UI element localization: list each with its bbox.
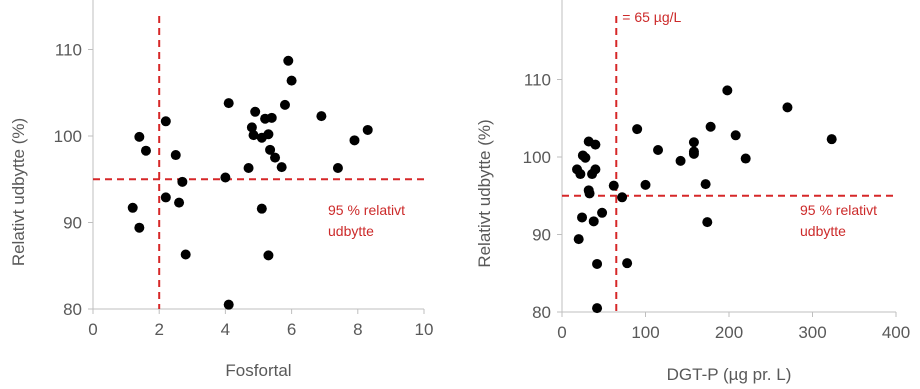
data-point [575, 169, 586, 180]
data-point [250, 106, 261, 117]
x-tick-label: 6 [287, 320, 296, 339]
data-point [243, 163, 254, 174]
data-point [700, 179, 711, 190]
data-point [584, 188, 595, 199]
data-point [826, 134, 837, 145]
y-axis-title: Relativt udbytte (%) [9, 118, 28, 266]
data-point [223, 299, 234, 310]
data-point [590, 139, 601, 150]
data-point [577, 212, 588, 223]
x-tick-label: 200 [715, 323, 743, 342]
data-point [170, 150, 181, 161]
data-point [653, 145, 664, 156]
data-point [705, 121, 716, 132]
data-point [332, 163, 343, 174]
threshold-horizontal-label: 95 % relativt [328, 202, 405, 218]
y-tick-label: 80 [532, 303, 551, 322]
threshold-horizontal-label: 95 % relativt [800, 202, 877, 218]
data-point [590, 164, 601, 175]
data-point [127, 202, 138, 213]
data-point [174, 197, 185, 208]
x-tick-label: 10 [415, 320, 434, 339]
data-point [160, 192, 171, 203]
data-point [597, 207, 608, 218]
data-point [283, 55, 294, 66]
data-point [279, 99, 290, 110]
y-tick-label: 100 [523, 148, 551, 167]
data-point [617, 192, 628, 203]
y-tick-label: 100 [54, 127, 82, 146]
data-point [220, 172, 231, 183]
data-point [362, 124, 373, 135]
x-tick-label: 100 [631, 323, 659, 342]
data-point [265, 144, 276, 155]
data-point [349, 135, 360, 146]
x-tick-label: 300 [798, 323, 826, 342]
data-point [702, 217, 713, 228]
data-point [592, 303, 603, 314]
data-point [592, 258, 603, 269]
data-point [688, 146, 699, 157]
data-point [180, 249, 191, 260]
data-point [580, 152, 591, 163]
y-tick-label: 110 [55, 41, 82, 60]
data-point [640, 179, 651, 190]
threshold-horizontal-label: udbytte [800, 223, 846, 239]
threshold-horizontal-label: udbytte [328, 223, 374, 239]
data-point [223, 98, 234, 109]
data-point [276, 162, 287, 173]
data-point [730, 130, 741, 141]
data-point [266, 112, 277, 123]
x-axis-title: DGT-P (µg pr. L) [667, 365, 792, 384]
threshold-vertical-label: = 65 µg/L [622, 9, 681, 25]
y-tick-label: 80 [63, 300, 82, 319]
chart-dgt-p: 80 90 100 110 0 100 200 300 400 DGT-P (µg pr. L) R… [475, 0, 910, 384]
data-point [246, 122, 257, 133]
data-point [256, 203, 267, 214]
data-point [160, 116, 171, 127]
data-point [286, 75, 297, 86]
data-point [588, 216, 599, 227]
x-tick-label: 2 [154, 320, 163, 339]
x-tick-label: 4 [221, 320, 230, 339]
data-point [722, 85, 733, 96]
x-tick-label: 8 [353, 320, 362, 339]
y-tick-label: 110 [524, 71, 551, 90]
y-axis-title: Relativt udbytte (%) [475, 119, 494, 267]
y-tick-label: 90 [63, 214, 82, 233]
data-point [573, 234, 584, 245]
data-point [263, 250, 274, 261]
data-point [688, 137, 699, 148]
data-point [782, 102, 793, 113]
x-tick-label: 400 [882, 323, 910, 342]
data-point [270, 152, 281, 163]
data-point [134, 131, 145, 142]
data-point [740, 153, 751, 164]
y-tick-label: 90 [532, 226, 551, 245]
x-tick-label: 0 [88, 320, 97, 339]
data-point [608, 180, 619, 191]
data-point [316, 111, 327, 122]
data-point [134, 222, 145, 233]
data-point [675, 155, 686, 166]
x-axis-title: Fosfortal [225, 361, 291, 380]
chart-fosfortal: 80901001101200246810FosfortalRelativt ud… [9, 0, 433, 380]
data-point [632, 124, 643, 135]
data-point [622, 258, 633, 269]
data-point [248, 130, 259, 141]
data-point [263, 129, 274, 140]
data-point [140, 145, 151, 156]
x-tick-label: 0 [557, 323, 566, 342]
data-point [177, 176, 188, 187]
